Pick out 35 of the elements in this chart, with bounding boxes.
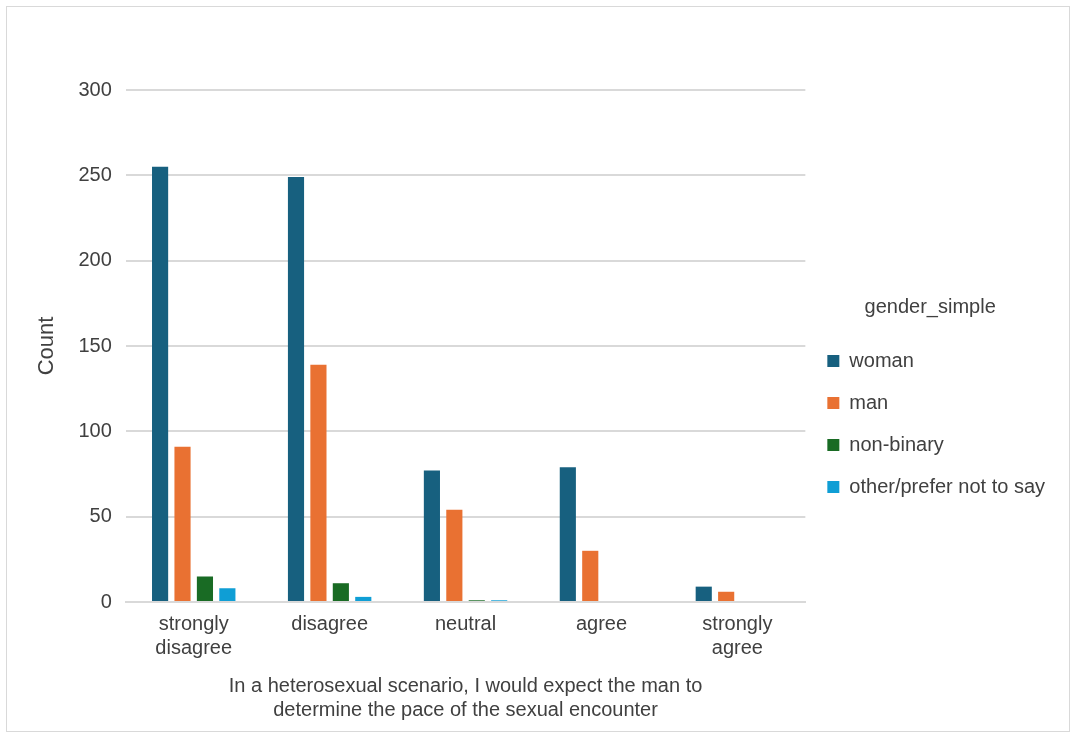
category-label: strongly (158, 611, 229, 634)
bar (559, 467, 576, 601)
legend-title: gender_simple (864, 294, 996, 318)
y-tick-label: 100 (78, 418, 112, 441)
x-tick-label: neutral (434, 611, 497, 634)
bar (287, 177, 305, 601)
y-tick-label: 300 (78, 77, 112, 100)
bar (695, 586, 712, 601)
y-tick-label: 200 (78, 248, 112, 271)
y-tick-label: 0 (100, 589, 112, 612)
bar (355, 596, 372, 601)
legend-label: non-binary (849, 432, 944, 455)
legend-label: man (849, 390, 889, 413)
bar (718, 591, 735, 601)
bar (582, 550, 599, 601)
y-tick-label: 250 (78, 162, 112, 185)
bar (219, 588, 236, 601)
bar (310, 364, 327, 601)
category-label: disagree (155, 635, 233, 658)
category-label: agree (711, 635, 763, 658)
bar (446, 509, 463, 601)
bar (332, 583, 349, 601)
bar (152, 166, 169, 601)
bar (196, 576, 214, 601)
bar (174, 446, 191, 601)
y-tick-label: 150 (78, 333, 112, 356)
y-tick-label: 50 (89, 504, 112, 527)
legend-label: other/prefer not to say (849, 474, 1046, 497)
y-axis-title: Count (33, 316, 59, 376)
x-axis-title: In a heterosexual scenario, I would expect the man to determine the pace of the sexual encounter (228, 673, 703, 720)
bar (423, 470, 440, 601)
category-label: strongly (702, 611, 773, 634)
legend-label: woman (848, 348, 914, 371)
x-tick-label: disagree (291, 611, 368, 634)
x-tick-label: agree (575, 611, 628, 634)
